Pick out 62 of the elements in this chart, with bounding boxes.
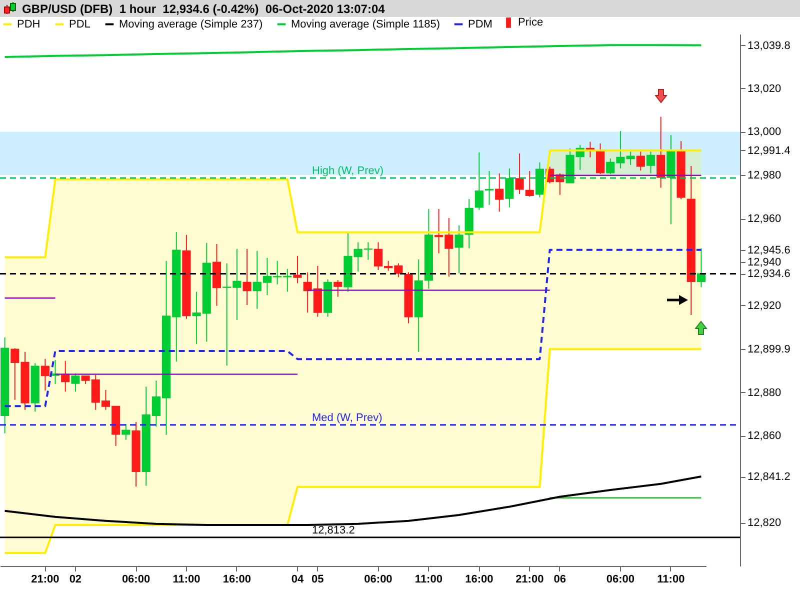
candlestick [525, 170, 534, 198]
y-tick-label: 12,820 [748, 517, 782, 530]
line-series [4, 149, 702, 258]
x-tick-label: 11:00 [172, 574, 200, 586]
chart-title: GBP/USD (DFB) 1 hour 12,934.6 (-0.42%) 06-Oct-2020 13:07:04 [22, 2, 385, 16]
x-tick-label: 11:00 [657, 574, 685, 586]
x-tick-label: 21:00 [31, 574, 60, 586]
y-tick-label: 12,920 [748, 300, 782, 312]
y-tick-label: 13,039.8 [748, 40, 790, 52]
y-tick-label: 12,880 [748, 386, 782, 399]
candlestick [495, 172, 504, 212]
x-tick-label: 05 [312, 574, 324, 586]
x-tick-label: 06:00 [122, 574, 150, 586]
candlestick [454, 224, 464, 274]
candlestick [40, 358, 50, 392]
x-tick-label: 06:00 [606, 574, 635, 586]
x-tick-label: 06:00 [364, 574, 392, 586]
legend-label: PDH [17, 18, 40, 30]
candlestick [696, 248, 706, 288]
x-tick-label: 21:00 [516, 574, 544, 586]
candlestick [505, 168, 514, 208]
x-tick-label: 16:00 [222, 574, 251, 586]
candlestick [122, 423, 130, 440]
ref-line-label: High (W, Prev) [312, 164, 384, 177]
candlestick [484, 170, 494, 206]
y-tick-label: 13,000 [748, 126, 782, 138]
candlestick [334, 280, 342, 298]
legend-label: PDM [468, 18, 492, 30]
line-series [4, 44, 702, 58]
x-tick-label: 11:00 [414, 574, 442, 586]
line-series [4, 476, 702, 526]
candlestick [626, 151, 635, 166]
candlestick [71, 372, 80, 392]
x-tick-label: 16:00 [465, 574, 494, 586]
candlestick [293, 255, 302, 284]
candlestick [474, 152, 484, 210]
legend-label: Moving average (Simple 237) [119, 18, 263, 30]
candlestick [242, 248, 252, 306]
y-tick-label: 12,899.9 [748, 344, 790, 356]
legend-label: Price [518, 16, 544, 29]
legend-label: PDL [69, 18, 90, 30]
candlestick [596, 142, 605, 175]
candlestick [636, 151, 645, 172]
x-tick-label: 02 [69, 574, 82, 586]
candlestick [656, 116, 666, 188]
y-tick-label: 12,960 [748, 213, 782, 226]
y-tick-label: 12,991.4 [748, 144, 790, 157]
y-tick-label: 12,945.6 [748, 244, 790, 256]
y-tick-label: 12,841.2 [748, 471, 790, 484]
legend-label: Moving average (Simple 1185) [291, 18, 440, 30]
y-tick-label: 12,934.6 [748, 268, 790, 280]
y-tick-label: 12,940 [748, 256, 782, 268]
x-tick-label: 06 [554, 574, 566, 586]
y-tick-label: 12,860 [748, 430, 782, 442]
candlestick [515, 152, 524, 195]
candlestick [646, 151, 656, 174]
y-tick-label: 12,980 [748, 170, 782, 182]
ref-line-label: Med (W, Prev) [312, 412, 382, 424]
ref-line-label: 12,813.2 [312, 524, 355, 536]
line-series [4, 248, 702, 408]
x-tick-label: 04 [291, 574, 304, 586]
y-tick-label: 13,020 [748, 82, 782, 95]
